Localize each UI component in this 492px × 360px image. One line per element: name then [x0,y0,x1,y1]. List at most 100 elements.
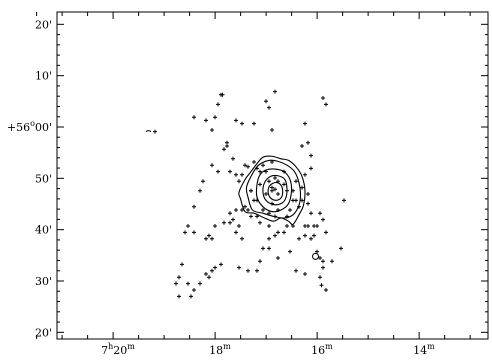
source-point [219,262,223,267]
x-tick-h: h [108,342,113,351]
source-point [306,224,310,228]
source-point [294,179,298,184]
source-point [264,169,268,174]
source-point [204,236,208,241]
contour-level-5 [267,181,284,201]
source-point [270,160,274,164]
source-point [249,214,253,219]
x-tick-label: 18m [209,342,231,357]
source-point [225,140,229,145]
source-point [246,268,250,273]
small-mark [145,130,152,133]
source-point [324,288,328,292]
y-tick-label: 20' [35,326,52,339]
source-point [306,140,310,145]
y-tick-label: 40' [35,224,52,237]
source-point [330,259,334,264]
source-point [174,281,178,286]
x-tick-minutes: 16 [311,344,325,357]
source-point [210,128,214,132]
source-point [234,208,238,212]
source-point [321,96,325,100]
source-point [303,233,307,238]
x-tick-label: 7h20m [101,342,135,357]
source-point [228,169,232,174]
source-point [318,256,322,260]
source-point [273,176,277,180]
source-point [270,201,274,206]
source-point [228,211,232,216]
y-tick-label: 30' [35,275,52,288]
source-point [258,169,262,174]
source-point [204,118,208,123]
source-point [216,169,220,174]
source-point [273,187,277,192]
y-tick-deg-value: +56 [7,121,30,134]
source-point [210,236,214,241]
source-point [267,179,271,184]
source-point [282,182,286,187]
y-tick-arcmin: 00' [35,121,52,134]
source-point [294,268,298,273]
x-tick-m: m [223,342,231,351]
source-point [246,164,250,169]
y-tick-deg-sign: o [30,119,35,128]
source-point [177,275,181,280]
source-point [186,224,190,228]
source-point [285,188,289,193]
source-point [267,211,271,216]
source-point [324,230,328,235]
source-point [276,230,280,235]
source-point [207,275,211,280]
source-point [240,208,244,212]
source-point [321,217,325,222]
source-point [291,224,295,228]
source-point [288,249,292,254]
source-point [264,192,268,196]
source-point [276,208,280,212]
source-point [210,268,214,273]
source-point [231,217,235,222]
source-point [306,201,310,206]
source-point [300,185,304,190]
source-point [192,288,196,292]
source-point [319,283,324,288]
source-point [240,172,244,177]
source-point [237,265,241,270]
source-point [234,230,238,235]
source-point [300,198,304,203]
source-point [282,230,286,235]
source-point [213,224,217,228]
source-point [252,121,256,126]
source-point [303,121,307,126]
source-point [258,259,262,264]
source-point [192,204,196,209]
y-tick-label: 50' [35,172,52,185]
source-point [153,129,157,134]
source-point [276,192,280,196]
y-tick-label: 10' [35,70,52,83]
source-point [252,160,256,164]
source-point [237,179,241,184]
source-point [318,211,322,216]
points-layer [145,89,346,299]
source-point [309,166,313,171]
source-point [276,179,280,184]
source-point [240,121,244,126]
source-point [285,224,289,228]
source-point [309,153,313,158]
source-point [234,172,238,177]
open-circle-marker [312,252,319,260]
source-point [258,220,262,225]
source-point [243,204,247,209]
source-point [234,118,238,123]
source-point [183,230,187,235]
source-point [267,224,271,228]
source-point [318,275,322,280]
source-point [207,233,211,238]
source-point [273,233,277,238]
source-point [273,214,277,219]
contour-level-2 [245,159,302,219]
